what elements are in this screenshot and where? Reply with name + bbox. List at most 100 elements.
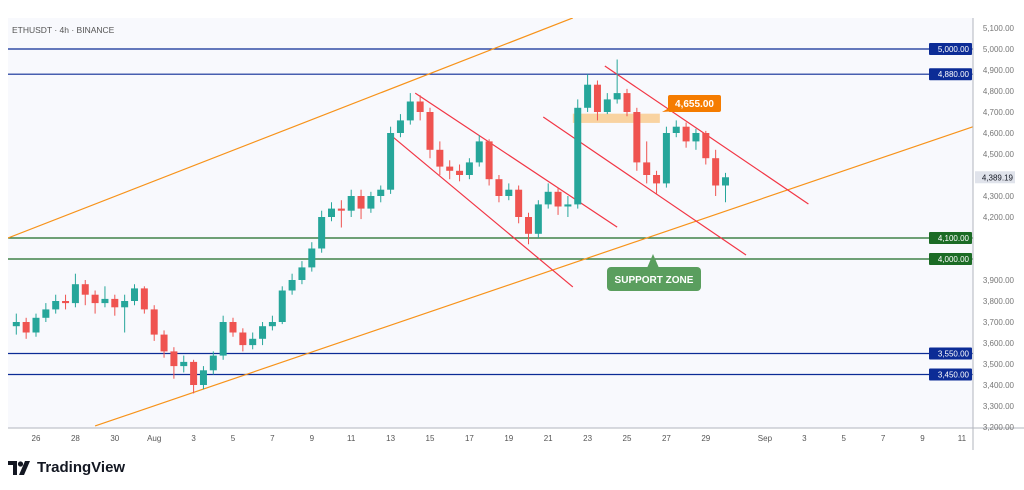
candle: [42, 303, 50, 322]
time-tick-label: 25: [623, 434, 632, 443]
price-level-tag-label: 5,000.00: [938, 45, 970, 54]
candle-body: [328, 208, 335, 217]
candle: [495, 175, 503, 203]
candle: [199, 366, 207, 390]
candle-body: [249, 338, 257, 346]
candle-body: [495, 179, 503, 196]
candle: [603, 93, 611, 115]
candle-body: [62, 301, 70, 304]
chart-title: ETHUSDT · 4h · BINANCE: [12, 25, 115, 35]
price-tick-label: 4,700.00: [983, 108, 1015, 117]
candle: [121, 294, 129, 333]
time-tick-label: 5: [231, 434, 236, 443]
time-tick-label: 11: [347, 434, 356, 443]
candle: [160, 330, 168, 358]
candle-body: [52, 301, 60, 310]
price-level-tag-label: 4,880.00: [938, 70, 970, 79]
candle-body: [653, 175, 661, 184]
time-tick-label: 9: [920, 434, 925, 443]
time-tick-label: Sep: [758, 434, 773, 443]
candle-body: [623, 93, 631, 112]
candle-body: [318, 217, 326, 249]
candle: [456, 164, 464, 182]
price-tick-label: 3,200.00: [983, 423, 1015, 432]
candle: [111, 294, 119, 316]
candle-body: [91, 294, 99, 304]
candle: [426, 107, 434, 159]
descending-channel-1-lower-trendline[interactable]: [390, 134, 574, 288]
tradingview-logo[interactable]: TradingView: [8, 459, 125, 476]
candle: [574, 99, 582, 209]
candle: [91, 290, 99, 314]
candle-body: [42, 309, 50, 318]
time-tick-label: 26: [32, 434, 41, 443]
price-level-tag-label: 4,100.00: [938, 234, 970, 243]
candle: [396, 114, 404, 138]
candle: [268, 315, 276, 331]
candle-body: [101, 298, 109, 304]
candle: [229, 317, 237, 337]
candle-body: [692, 133, 700, 142]
candle: [485, 139, 493, 186]
candle: [416, 95, 424, 121]
candle-body: [81, 284, 89, 295]
time-tick-label: Aug: [147, 434, 161, 443]
candle: [259, 322, 267, 346]
candle: [12, 313, 20, 335]
candle: [446, 160, 454, 180]
candle: [22, 317, 30, 339]
price-tick-label: 5,100.00: [983, 24, 1015, 33]
candle-body: [633, 112, 641, 163]
price-tick-label: 5,000.00: [983, 45, 1015, 54]
candle-body: [702, 133, 710, 159]
candle: [239, 328, 247, 352]
candle: [465, 158, 473, 180]
candle-body: [209, 355, 217, 371]
candle: [623, 88, 631, 117]
candle: [722, 172, 729, 203]
candle: [190, 359, 198, 394]
candle-body: [387, 133, 395, 190]
candle: [62, 294, 70, 310]
time-axis[interactable]: 26 28 30 Aug 3 5 7 9 11 13 15 17 19 21 23 25 27 29 Sep 3 5 7 9…: [32, 434, 967, 443]
candle: [564, 196, 572, 217]
candle-body: [613, 93, 621, 100]
price-level-tag-label: 4,000.00: [938, 255, 970, 264]
time-tick-label: 13: [386, 434, 395, 443]
price-tick-label: 4,600.00: [983, 129, 1015, 138]
price-callout-box[interactable]: [668, 95, 721, 112]
candle: [653, 170, 661, 194]
candle-body: [584, 84, 592, 108]
candle-body: [131, 288, 138, 301]
time-tick-label: 23: [583, 434, 592, 443]
candle: [544, 183, 552, 209]
price-tick-label: 4,800.00: [983, 87, 1015, 96]
candle-body: [239, 332, 247, 346]
candle-body: [712, 158, 720, 186]
candle: [584, 74, 592, 112]
candle-body: [682, 126, 690, 142]
support-zone-label: SUPPORT ZONE: [615, 275, 694, 286]
candle: [682, 122, 690, 148]
resistance-zone-box[interactable]: [572, 113, 660, 123]
candle-body: [308, 248, 316, 268]
ascending-channel-lower-trendline[interactable]: [94, 126, 975, 427]
support-zone-callout[interactable]: [607, 267, 701, 291]
candle-body: [111, 298, 119, 308]
candle-body: [229, 322, 237, 333]
price-tick-label: 3,600.00: [983, 339, 1015, 348]
time-tick-label: 9: [310, 434, 315, 443]
candlestick-chart[interactable]: 4,655.00 SUPPORT ZONE 5,000.00 4,880.00 4,1…: [0, 0, 1024, 450]
price-tick-label: 3,700.00: [983, 318, 1015, 327]
tradingview-logo-icon: [8, 460, 30, 475]
price-axis[interactable]: 5,100.00 5,000.00 4,900.00 4,800.00 4,700.00…: [975, 24, 1015, 432]
candle: [387, 126, 395, 194]
candle-body: [396, 120, 404, 133]
price-tick-label: 3,800.00: [983, 297, 1015, 306]
time-tick-label: 3: [802, 434, 807, 443]
descending-channel-1-upper-trendline[interactable]: [414, 92, 618, 228]
candle-body: [298, 267, 306, 280]
price-level-tag-label: 3,550.00: [938, 350, 970, 359]
ascending-channel-upper-trendline[interactable]: [8, 18, 574, 239]
time-tick-label: 3: [191, 434, 196, 443]
